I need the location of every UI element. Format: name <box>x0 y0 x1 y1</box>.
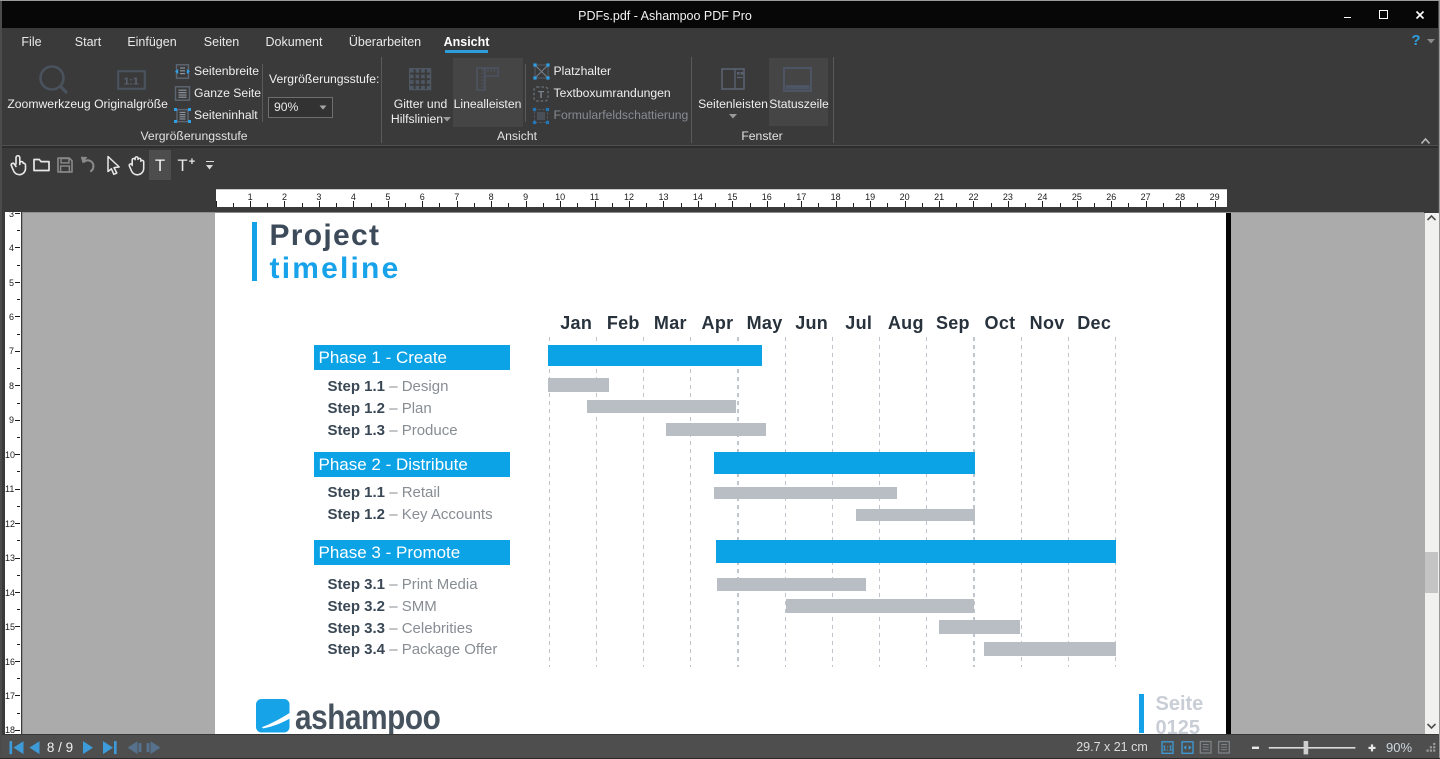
svg-text:1:1: 1:1 <box>123 76 138 88</box>
svg-text:T: T <box>538 90 544 101</box>
svg-text:1:1: 1:1 <box>1162 746 1172 753</box>
